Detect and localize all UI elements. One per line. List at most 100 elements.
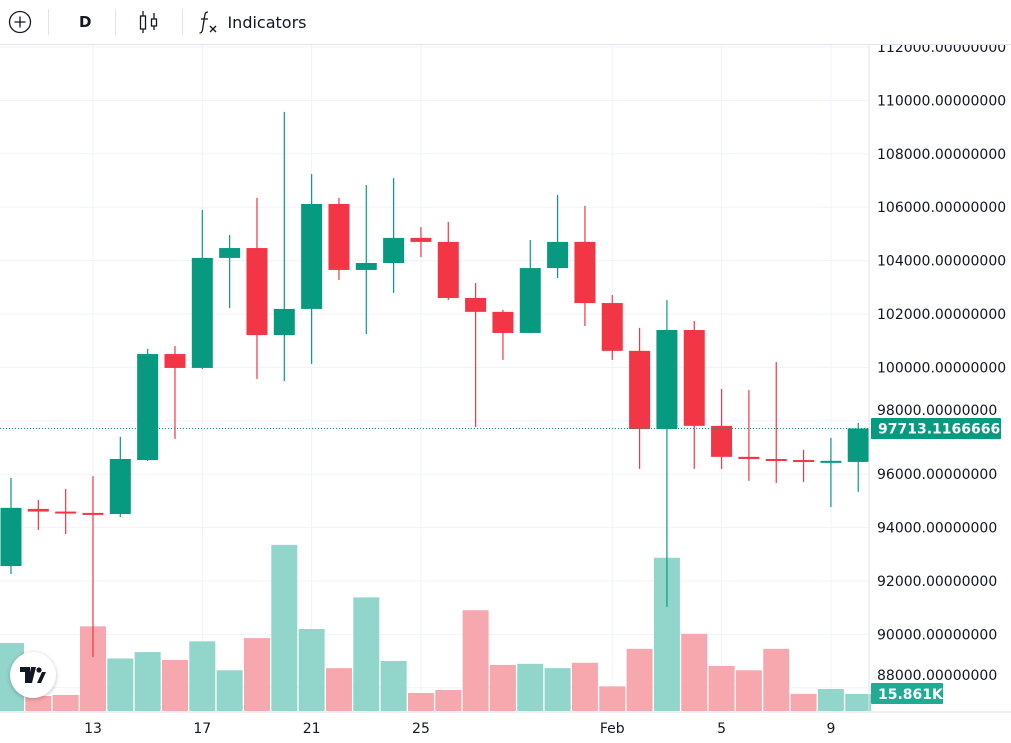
price-axis-label: 90000.00000000 bbox=[877, 627, 997, 643]
fx-icon bbox=[199, 11, 217, 34]
candle-body bbox=[301, 203, 323, 309]
candle-body bbox=[601, 303, 623, 351]
candle-body bbox=[793, 460, 815, 463]
candle-body bbox=[765, 458, 787, 461]
candle-body bbox=[137, 354, 159, 461]
toolbar-divider bbox=[182, 9, 184, 35]
plus-circle-icon bbox=[8, 10, 32, 34]
volume-bar bbox=[325, 668, 352, 711]
candle-body bbox=[519, 268, 541, 333]
price-axis[interactable]: 112000.00000000 110000.00000000 108000.000… bbox=[877, 45, 1006, 684]
candlestick-icon bbox=[140, 11, 158, 33]
time-axis-label: 9 bbox=[826, 721, 835, 737]
time-axis-label: 21 bbox=[303, 721, 321, 737]
candle-body bbox=[629, 350, 651, 430]
price-axis-label: 94000.00000000 bbox=[877, 521, 997, 537]
candle-body bbox=[683, 330, 705, 426]
tradingview-logo[interactable] bbox=[10, 652, 56, 698]
volume-bar bbox=[52, 694, 79, 711]
last-volume-tag: 15.861K bbox=[871, 683, 944, 704]
time-axis-label: 25 bbox=[412, 721, 430, 737]
volume-bar bbox=[107, 658, 134, 711]
candle-body bbox=[410, 237, 432, 242]
volume-bar bbox=[298, 629, 325, 711]
volume-bar bbox=[517, 663, 544, 711]
volume-bar bbox=[544, 668, 571, 711]
price-axis-label: 106000.00000000 bbox=[877, 200, 1006, 216]
volume-bar bbox=[407, 692, 434, 711]
candle-body bbox=[465, 297, 487, 312]
price-axis-label: 104000.00000000 bbox=[877, 254, 1006, 270]
last-volume-label: 15.861K bbox=[878, 687, 944, 703]
volume-bar bbox=[599, 686, 626, 711]
price-axis-label: 96000.00000000 bbox=[877, 467, 997, 483]
price-axis-label: 88000.00000000 bbox=[877, 668, 997, 684]
volume-series bbox=[0, 544, 872, 711]
candle-body bbox=[164, 354, 186, 368]
volume-bar bbox=[571, 662, 598, 711]
volume-bar bbox=[161, 659, 188, 711]
candle-body bbox=[55, 511, 77, 514]
candle-body bbox=[492, 311, 514, 333]
price-axis-label: 100000.00000000 bbox=[877, 360, 1006, 376]
volume-bar bbox=[845, 694, 872, 711]
time-axis[interactable]: 13 17 21 25 Feb 5 9 bbox=[84, 721, 835, 737]
candle-body bbox=[656, 330, 678, 430]
last-price-tag: 97713.11666667 bbox=[871, 417, 1010, 439]
price-chart[interactable]: 112000.00000000 110000.00000000 108000.000… bbox=[0, 45, 1011, 743]
candle-body bbox=[191, 257, 213, 368]
chart-toolbar: D Indicators bbox=[0, 0, 1011, 45]
candle-body bbox=[328, 203, 350, 270]
price-axis-label: 92000.00000000 bbox=[877, 574, 997, 590]
volume-bar bbox=[353, 597, 380, 711]
price-axis-label: 108000.00000000 bbox=[877, 147, 1006, 163]
price-axis-label: 110000.00000000 bbox=[877, 93, 1006, 109]
time-axis-label: 5 bbox=[717, 721, 726, 737]
candle-body bbox=[711, 425, 733, 457]
volume-bar bbox=[189, 641, 216, 711]
volume-bar bbox=[435, 689, 462, 711]
volume-bar bbox=[216, 670, 243, 711]
candle-body bbox=[847, 428, 869, 462]
candle-body bbox=[27, 508, 49, 512]
volume-bar bbox=[134, 652, 161, 711]
volume-bar bbox=[243, 638, 270, 711]
candle-body bbox=[273, 308, 295, 336]
time-axis-label: Feb bbox=[600, 721, 625, 737]
volume-bar bbox=[489, 664, 516, 711]
time-axis-label: 13 bbox=[84, 721, 102, 737]
volume-bar bbox=[271, 544, 298, 711]
candle-body bbox=[738, 456, 760, 459]
volume-bar bbox=[681, 633, 708, 711]
candle-body bbox=[574, 241, 596, 304]
price-axis-label: 112000.00000000 bbox=[877, 45, 1006, 56]
chart-type-button[interactable] bbox=[124, 0, 174, 44]
toolbar-divider bbox=[115, 9, 117, 35]
candle-body bbox=[82, 512, 104, 515]
candle-body bbox=[246, 248, 268, 336]
candle-body bbox=[383, 237, 405, 264]
candle-body bbox=[109, 458, 131, 514]
toolbar-divider bbox=[48, 9, 49, 35]
volume-bar bbox=[626, 648, 653, 711]
time-axis-label: 17 bbox=[193, 721, 211, 737]
candle-body bbox=[547, 241, 569, 269]
add-symbol-button[interactable] bbox=[0, 0, 40, 44]
candle-series bbox=[0, 111, 869, 658]
volume-bar bbox=[817, 689, 844, 711]
tradingview-logo-icon bbox=[20, 667, 46, 683]
volume-bar bbox=[735, 670, 762, 711]
price-axis-label: 102000.00000000 bbox=[877, 307, 1006, 323]
candle-body bbox=[0, 507, 22, 567]
volume-bar bbox=[708, 665, 735, 711]
price-axis-label: 98000.00000000 bbox=[877, 403, 997, 419]
indicators-button[interactable]: Indicators bbox=[191, 0, 312, 44]
grid bbox=[0, 45, 869, 712]
last-price-label: 97713.11666667 bbox=[878, 421, 1010, 437]
volume-bar bbox=[790, 693, 817, 711]
volume-bar bbox=[25, 695, 52, 711]
volume-bar bbox=[462, 610, 489, 711]
candle-body bbox=[355, 263, 377, 270]
candle-body bbox=[437, 241, 459, 298]
interval-button[interactable]: D bbox=[79, 13, 92, 31]
